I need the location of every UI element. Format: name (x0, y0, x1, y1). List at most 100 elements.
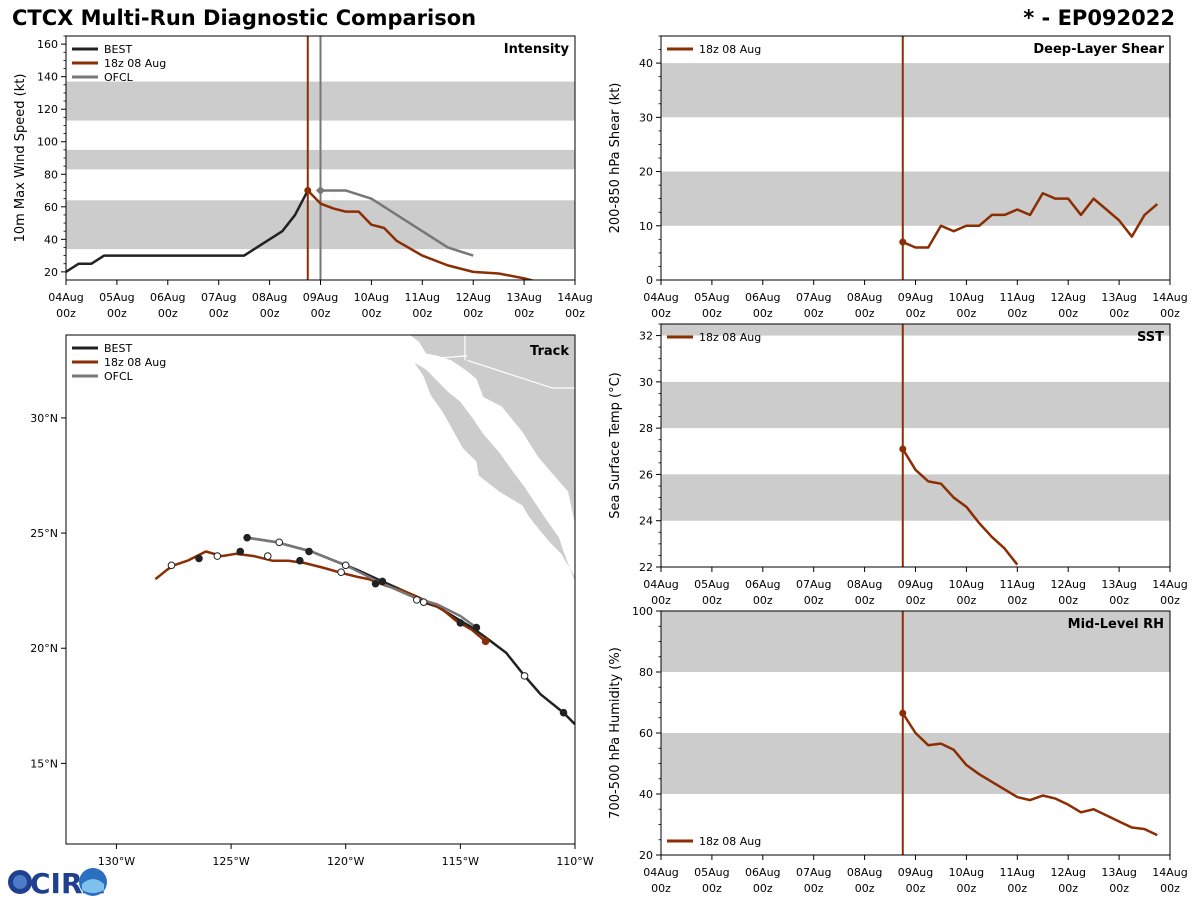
land-mexico-mainland (409, 335, 575, 524)
x-tick-day-label: 14Aug (557, 291, 592, 304)
shade-band (661, 733, 1170, 794)
track-point (520, 672, 529, 680)
x-tick-hour-label: 00z (753, 594, 773, 607)
x-tick-day-label: 10Aug (949, 291, 984, 304)
series-line-18z-08-Aug (306, 189, 536, 280)
x-tick-hour-label: 00z (957, 307, 977, 320)
x-tick-hour-label: 00z (855, 882, 875, 895)
x-tick-hour-label: 00z (804, 307, 824, 320)
x-tick-day-label: 06Aug (745, 866, 780, 879)
land-baja-peninsula (414, 362, 575, 582)
track-point (263, 552, 272, 560)
x-tick-hour-label: 00z (514, 307, 534, 320)
x-tick-day-label: 12Aug (1050, 866, 1085, 879)
x-tick-day-label: 11Aug (1000, 578, 1035, 591)
series-line-18z-08-Aug (902, 191, 1159, 249)
x-tick-day-label: 05Aug (694, 291, 729, 304)
y-tick-label: 100 (37, 136, 58, 149)
x-tick-hour-label: 00z (651, 882, 671, 895)
y-axis-label: 10m Max Wind Speed (kt) (13, 74, 28, 243)
track-x-tick-label: 115°W (442, 855, 479, 868)
x-tick-hour-label: 00z (209, 307, 229, 320)
y-tick-label: 120 (37, 103, 58, 116)
x-tick-hour-label: 00z (906, 882, 926, 895)
shade-band (661, 171, 1170, 226)
series-line-BEST (66, 189, 309, 273)
track-plot-area (154, 335, 575, 726)
x-tick-hour-label: 00z (957, 882, 977, 895)
x-tick-day-label: 04Aug (48, 291, 83, 304)
panel-plot-area (66, 36, 575, 280)
series-line-OFCL (320, 189, 474, 257)
panel-sst: 22 24 26 28 30 32 04Aug 00z 05Aug 00z 06Aug 00z 07Au… (608, 323, 1188, 607)
x-tick-day-label: 06Aug (745, 578, 780, 591)
track-point (456, 619, 465, 627)
y-tick-label: 26 (639, 468, 653, 481)
x-tick-hour-label: 00z (1007, 594, 1027, 607)
track-point (243, 533, 251, 542)
x-tick-hour-label: 00z (56, 307, 76, 320)
x-tick-day-label: 11Aug (1000, 866, 1035, 879)
shade-band (661, 381, 1170, 429)
x-tick-hour-label: 00z (1109, 307, 1129, 320)
track-x-tick-label: 120°W (327, 855, 364, 868)
panel-title: Intensity (504, 42, 570, 57)
y-tick-label: 28 (639, 422, 653, 435)
track-point (412, 596, 421, 604)
track-line-BEST (246, 536, 575, 726)
legend-label-ofcl: OFCL (104, 71, 134, 84)
x-tick-hour-label: 00z (651, 594, 671, 607)
track-point (559, 708, 568, 717)
y-tick-label: 20 (639, 849, 653, 862)
legend-label-run: 18z 08 Aug (104, 356, 166, 369)
x-tick-day-label: 08Aug (847, 866, 882, 879)
y-tick-label: 40 (639, 788, 653, 801)
legend-label-run: 18z 08 Aug (104, 57, 166, 70)
panel-plot-area (661, 36, 1170, 280)
x-tick-hour-label: 00z (311, 307, 331, 320)
x-tick-hour-label: 00z (1160, 307, 1180, 320)
x-tick-day-label: 08Aug (847, 578, 882, 591)
track-point (481, 637, 490, 646)
track-point (337, 568, 345, 577)
panel-title: Mid-Level RH (1068, 617, 1164, 632)
x-tick-day-label: 04Aug (643, 866, 678, 879)
x-tick-day-label: 07Aug (201, 291, 236, 304)
x-tick-day-label: 05Aug (694, 866, 729, 879)
track-point (236, 547, 245, 556)
ofcl-init-marker (316, 186, 325, 196)
x-tick-day-label: 14Aug (1152, 291, 1187, 304)
track-point (419, 598, 428, 606)
y-tick-label: 22 (639, 561, 653, 574)
x-tick-day-label: 09Aug (898, 291, 933, 304)
x-tick-hour-label: 00z (753, 307, 773, 320)
panel-title: Deep-Layer Shear (1033, 42, 1164, 57)
x-tick-day-label: 12Aug (1050, 291, 1085, 304)
x-tick-hour-label: 00z (565, 307, 585, 320)
track-point (371, 579, 380, 588)
x-tick-day-label: 14Aug (1152, 866, 1187, 879)
panel-shear: 0 10 20 30 40 04Aug 00z 05Aug 00z 06Aug 00z 07Aug 00… (608, 35, 1188, 320)
track-x-tick-label: 130°W (98, 855, 135, 868)
x-tick-hour-label: 00z (1007, 307, 1027, 320)
y-tick-label: 32 (639, 330, 653, 343)
x-tick-hour-label: 00z (906, 594, 926, 607)
y-axis-label: 200-850 hPa Shear (kt) (608, 83, 623, 234)
legend-label-ofcl: OFCL (104, 370, 134, 383)
y-tick-label: 80 (44, 168, 58, 181)
y-tick-label: 24 (639, 515, 653, 528)
track-point (341, 561, 350, 570)
x-tick-hour-label: 00z (412, 307, 432, 320)
y-tick-label: 20 (44, 266, 58, 279)
x-tick-hour-label: 00z (158, 307, 178, 320)
y-tick-label: 160 (37, 38, 58, 51)
track-point (305, 547, 313, 556)
x-tick-hour-label: 00z (855, 594, 875, 607)
track-point (213, 552, 222, 560)
panel-plot-area (661, 611, 1170, 855)
x-tick-day-label: 07Aug (796, 291, 831, 304)
x-tick-hour-label: 00z (1109, 882, 1129, 895)
x-tick-day-label: 10Aug (949, 578, 984, 591)
track-point (378, 577, 387, 586)
country-border (467, 359, 553, 389)
